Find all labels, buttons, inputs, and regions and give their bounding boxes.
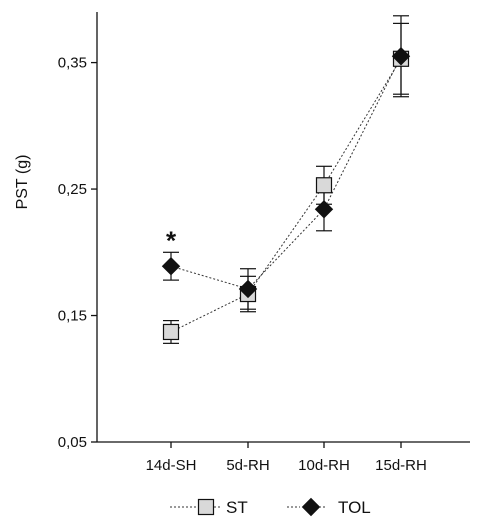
data-point-st bbox=[315, 177, 333, 194]
legend-item-tol: TOL bbox=[287, 497, 371, 517]
y-tick-label: 0,25 bbox=[58, 181, 87, 198]
y-axis-label: PST (g) bbox=[14, 155, 31, 210]
error-bars-tol bbox=[163, 15, 409, 310]
legend-marker-st bbox=[197, 498, 215, 516]
data-point-tol bbox=[391, 47, 411, 66]
series-line bbox=[170, 58, 402, 333]
markers-st bbox=[162, 50, 410, 341]
x-tick-label: 14d-SH bbox=[146, 457, 197, 474]
y-tick-label: 0,05 bbox=[58, 434, 87, 451]
error-bars-st bbox=[163, 22, 409, 344]
data-point-tol bbox=[238, 279, 258, 299]
legend: ST TOL bbox=[170, 497, 371, 517]
axes bbox=[96, 12, 470, 443]
series-line bbox=[170, 56, 402, 290]
x-tick-label: 5d-RH bbox=[226, 457, 269, 474]
annotation-layer: * bbox=[166, 225, 177, 255]
y-tick-label: 0,35 bbox=[58, 55, 87, 72]
data-point-st bbox=[162, 323, 180, 341]
significance-asterisk: * bbox=[166, 225, 177, 255]
series-layer bbox=[161, 15, 411, 344]
data-point-tol bbox=[161, 256, 181, 276]
legend-label: TOL bbox=[338, 498, 371, 517]
series-line-tol bbox=[170, 56, 402, 290]
legend-item-st: ST bbox=[170, 498, 248, 517]
y-axis-ticks: 0,05 0,15 0,25 0,35 bbox=[58, 55, 97, 451]
y-tick-label: 0,15 bbox=[58, 308, 87, 325]
legend-label: ST bbox=[226, 498, 248, 517]
markers-tol bbox=[161, 47, 411, 299]
legend-marker-tol bbox=[301, 497, 321, 517]
x-tick-label: 15d-RH bbox=[375, 457, 427, 474]
x-axis-ticks: 14d-SH 5d-RH 10d-RH 15d-RH bbox=[146, 442, 427, 474]
x-tick-label: 10d-RH bbox=[298, 457, 350, 474]
series-line-st bbox=[170, 58, 402, 333]
data-point-tol bbox=[314, 200, 334, 219]
